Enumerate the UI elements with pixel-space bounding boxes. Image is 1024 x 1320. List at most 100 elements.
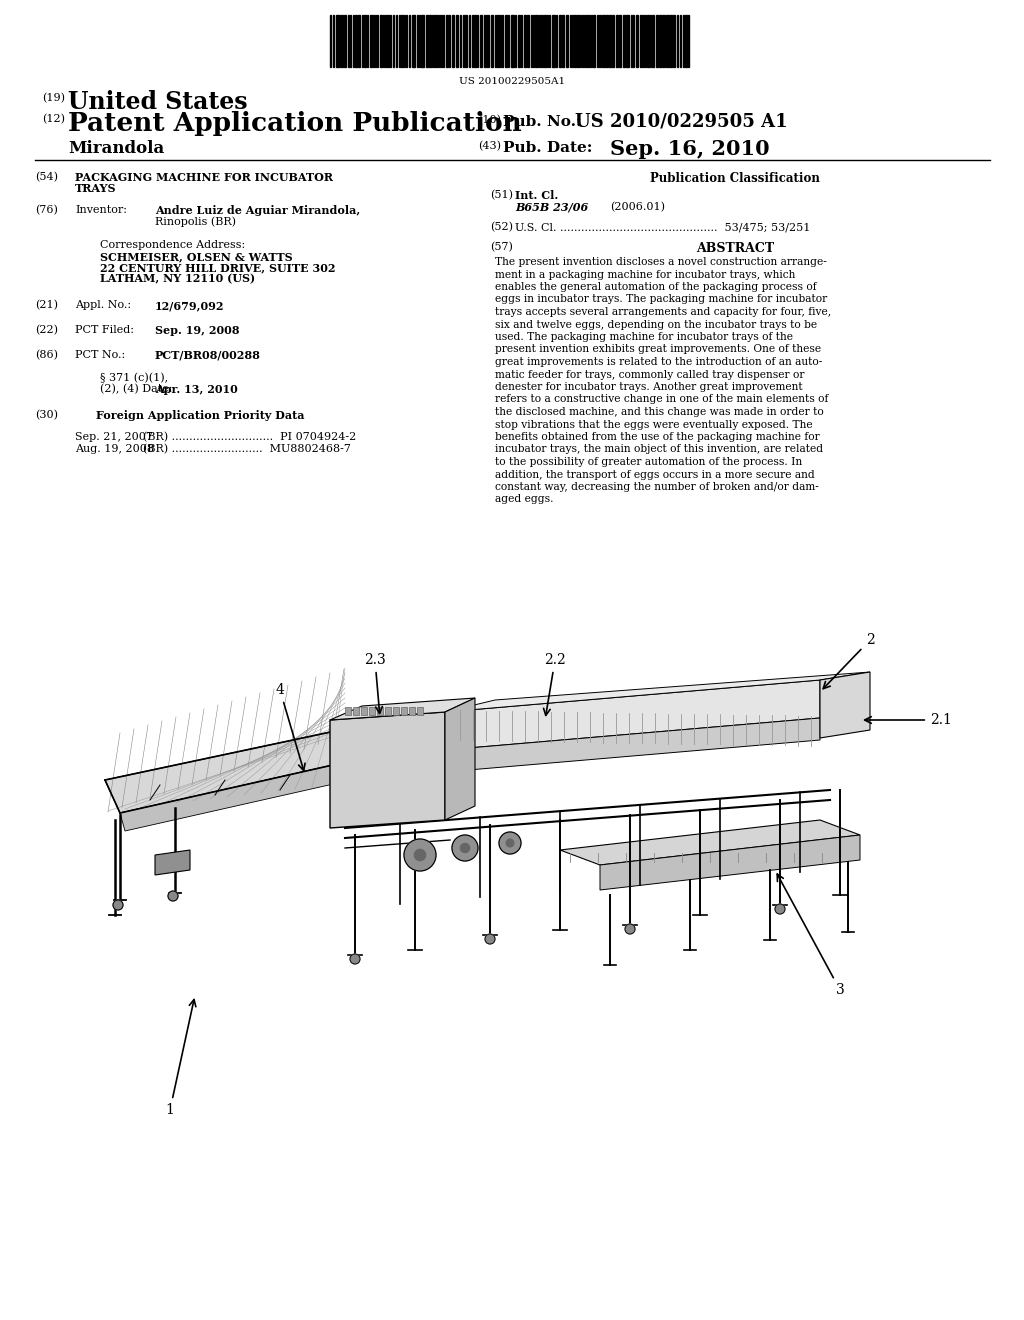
Bar <box>358 15 360 67</box>
Text: denester for incubator trays. Another great improvement: denester for incubator trays. Another gr… <box>495 381 803 392</box>
Text: (51): (51) <box>490 190 513 201</box>
Bar <box>609 15 611 67</box>
Text: (BR) ..........................  MU8802468-7: (BR) .......................... MU880246… <box>143 444 351 454</box>
Text: Pub. No.:: Pub. No.: <box>503 115 582 129</box>
Text: (76): (76) <box>35 205 58 215</box>
Text: Andre Luiz de Aguiar Mirandola,: Andre Luiz de Aguiar Mirandola, <box>155 205 360 216</box>
Text: US 2010/0229505 A1: US 2010/0229505 A1 <box>575 114 787 131</box>
Text: Sep. 16, 2010: Sep. 16, 2010 <box>610 139 770 158</box>
Bar <box>544 15 546 67</box>
Circle shape <box>499 832 521 854</box>
Text: stop vibrations that the eggs were eventually exposed. The: stop vibrations that the eggs were event… <box>495 420 813 429</box>
Text: (2006.01): (2006.01) <box>610 202 665 213</box>
Text: matic feeder for trays, commonly called tray dispenser or: matic feeder for trays, commonly called … <box>495 370 805 380</box>
Circle shape <box>452 836 478 861</box>
Text: Sep. 21, 2007: Sep. 21, 2007 <box>75 432 153 442</box>
Text: PCT/BR08/00288: PCT/BR08/00288 <box>155 350 261 360</box>
Bar <box>603 15 605 67</box>
Bar <box>626 15 629 67</box>
Text: 2.2: 2.2 <box>544 653 566 715</box>
Text: six and twelve eggs, depending on the incubator trays to be: six and twelve eggs, depending on the in… <box>495 319 817 330</box>
Polygon shape <box>409 708 415 715</box>
Text: United States: United States <box>68 90 248 114</box>
Polygon shape <box>330 711 445 828</box>
Text: used. The packaging machine for incubator trays of the: used. The packaging machine for incubato… <box>495 333 793 342</box>
Polygon shape <box>377 708 383 715</box>
Bar <box>647 15 649 67</box>
Text: trays accepts several arrangements and capacity for four, five,: trays accepts several arrangements and c… <box>495 308 831 317</box>
Bar <box>465 15 467 67</box>
Circle shape <box>485 935 495 944</box>
Text: 1: 1 <box>166 999 196 1117</box>
Text: TRAYS: TRAYS <box>75 183 117 194</box>
Circle shape <box>461 843 470 853</box>
Polygon shape <box>393 708 399 715</box>
Polygon shape <box>445 680 820 750</box>
Bar <box>562 15 564 67</box>
Text: (2), (4) Date:: (2), (4) Date: <box>100 384 172 395</box>
Text: Foreign Application Priority Data: Foreign Application Priority Data <box>96 411 304 421</box>
Polygon shape <box>560 820 860 865</box>
Bar <box>518 15 520 67</box>
Polygon shape <box>820 672 870 738</box>
Text: PCT No.:: PCT No.: <box>75 350 125 360</box>
Bar <box>612 15 614 67</box>
Text: eggs in incubator trays. The packaging machine for incubator: eggs in incubator trays. The packaging m… <box>495 294 827 305</box>
Text: refers to a constructive change in one of the main elements of: refers to a constructive change in one o… <box>495 395 828 404</box>
Text: (43): (43) <box>478 141 501 152</box>
Bar <box>667 15 669 67</box>
Bar <box>670 15 672 67</box>
Text: present invention exhibits great improvements. One of these: present invention exhibits great improve… <box>495 345 821 355</box>
Text: LATHAM, NY 12110 (US): LATHAM, NY 12110 (US) <box>100 273 255 284</box>
Text: SCHMEISER, OLSEN & WATTS: SCHMEISER, OLSEN & WATTS <box>100 251 293 261</box>
Text: US 20100229505A1: US 20100229505A1 <box>459 77 565 86</box>
Bar <box>497 15 499 67</box>
Polygon shape <box>105 730 355 813</box>
Bar <box>656 15 658 67</box>
Text: (30): (30) <box>35 411 58 420</box>
Bar <box>429 15 431 67</box>
Bar <box>380 15 382 67</box>
Circle shape <box>168 891 178 902</box>
Text: ment in a packaging machine for incubator trays, which: ment in a packaging machine for incubato… <box>495 269 796 280</box>
Bar <box>364 15 366 67</box>
Text: (12): (12) <box>42 114 65 124</box>
Bar <box>355 15 357 67</box>
Text: U.S. Cl. .............................................  53/475; 53/251: U.S. Cl. ...............................… <box>515 222 810 232</box>
Circle shape <box>404 840 436 871</box>
Polygon shape <box>353 708 359 715</box>
Bar <box>490 15 493 67</box>
Bar <box>652 15 654 67</box>
Bar <box>685 15 687 67</box>
Bar <box>662 15 664 67</box>
Bar <box>446 15 449 67</box>
Bar <box>559 15 561 67</box>
Bar <box>434 15 436 67</box>
Text: The present invention discloses a novel construction arrange-: The present invention discloses a novel … <box>495 257 826 267</box>
Bar <box>640 15 642 67</box>
Text: Appl. No.:: Appl. No.: <box>75 300 131 310</box>
Bar <box>574 15 575 67</box>
Text: (22): (22) <box>35 325 58 335</box>
Text: incubator trays, the main object of this invention, are related: incubator trays, the main object of this… <box>495 445 823 454</box>
Bar <box>401 15 403 67</box>
Text: Pub. Date:: Pub. Date: <box>503 141 592 154</box>
Bar <box>673 15 675 67</box>
Bar <box>616 15 618 67</box>
Text: Inventor:: Inventor: <box>75 205 127 215</box>
Text: Aug. 19, 2008: Aug. 19, 2008 <box>75 444 154 454</box>
Text: 2: 2 <box>823 634 874 689</box>
Polygon shape <box>445 718 820 772</box>
Bar <box>474 15 476 67</box>
Text: great improvements is related to the introduction of an auto-: great improvements is related to the int… <box>495 356 822 367</box>
Text: the disclosed machine, and this change was made in order to: the disclosed machine, and this change w… <box>495 407 823 417</box>
Bar <box>618 15 621 67</box>
Polygon shape <box>445 698 475 820</box>
Text: (BR) .............................  PI 0704924-2: (BR) ............................. PI 07… <box>143 432 356 442</box>
Polygon shape <box>120 760 360 832</box>
Bar <box>452 15 454 67</box>
Bar <box>659 15 662 67</box>
Polygon shape <box>417 708 423 715</box>
Text: (19): (19) <box>42 92 65 103</box>
Bar <box>387 15 389 67</box>
